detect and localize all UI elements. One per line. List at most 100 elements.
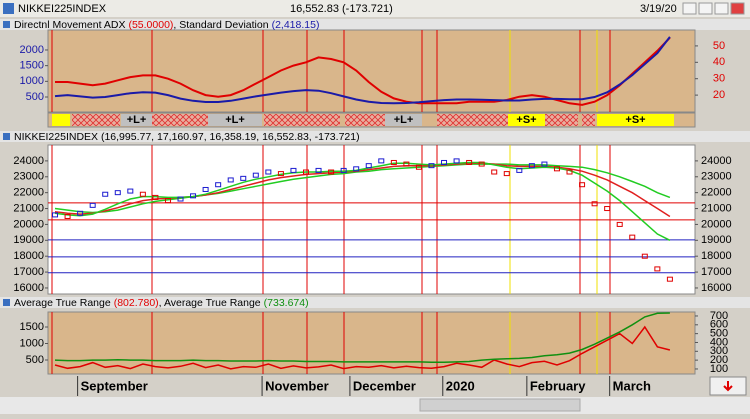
y-tick-label: 23000 [13,171,44,183]
price-marker [415,164,422,170]
price-marker [390,159,397,165]
legend-name: Average True Range [14,297,111,309]
price-marker [252,172,259,178]
price-marker [466,159,473,165]
price-marker [491,169,498,175]
price-marker [240,175,247,181]
y-tick-label: 20000 [13,218,44,230]
panel-legend: Average True Range (802.780), Average Tru… [14,297,309,309]
legend-value: (733.674) [264,297,309,309]
price-marker [666,276,673,282]
legend-name: Standard Deviation [179,19,268,31]
y2-tick-label: 20000 [701,218,732,230]
y-tick-label: 19000 [13,234,44,246]
y2-tick-label: 500 [710,328,728,340]
y-tick-label: 1000 [20,75,44,87]
signal-block [545,114,578,126]
price-marker [503,171,510,177]
window-date: 3/19/20 [640,3,677,15]
legend-name: Directnl Movement ADX [14,19,125,31]
signal-block [121,114,152,126]
price-marker [629,234,636,240]
signal-label: +L+ [394,114,414,126]
y2-tick-label: 20 [713,89,725,101]
panel-icon [3,21,10,28]
y-tick-label: 1500 [20,321,44,333]
scrollbar[interactable] [0,397,750,414]
price-marker [64,213,71,219]
y2-tick-label: 200 [710,354,728,366]
price-marker [277,171,284,177]
series-line [54,312,670,364]
close-button[interactable] [730,2,745,15]
y-tick-label: 1000 [20,337,44,349]
signal-block [72,114,120,126]
panel-header [0,297,750,308]
panel-icon [3,133,10,140]
y-tick-label: 16000 [13,282,44,294]
signal-block [597,114,674,126]
legend-value: (55.0000) [128,19,173,31]
price-marker [541,161,548,167]
signal-block [385,114,422,126]
plot-area [47,311,696,375]
y2-tick-label: 17000 [701,266,732,278]
minimize-button[interactable] [682,2,697,15]
price-marker [302,169,309,175]
legend-separator: , [173,19,179,31]
x-tick-label: September [81,378,148,393]
x-tick-label: December [353,378,416,393]
price-marker [528,163,535,169]
app-icon [3,3,14,14]
series-line [54,325,671,370]
signal-block [508,114,545,126]
restore-button[interactable] [714,2,729,15]
price-marker [102,191,109,197]
price-marker [52,212,59,218]
scroll-thumb[interactable] [419,398,581,412]
y-tick-label: 24000 [13,155,44,167]
maximize-button[interactable] [698,2,713,15]
y-tick-label: 17000 [13,266,44,278]
x-tick-label: February [530,378,586,393]
y-tick-label: 22000 [13,187,44,199]
price-marker [403,161,410,167]
title-bar [0,0,750,17]
y-tick-label: 500 [26,354,44,366]
window-quote: 16,552.83 (-173.721) [290,3,393,15]
panel-header [0,131,750,142]
signal-block [52,114,70,126]
price-marker [328,169,335,175]
price-marker [553,166,560,172]
y2-tick-label: 40 [713,56,725,68]
x-tick-label: November [265,378,329,393]
price-marker [215,182,222,188]
price-marker [478,161,485,167]
price-marker [604,206,611,212]
series-line [54,163,671,214]
price-marker [340,167,347,173]
price-marker [353,166,360,172]
price-marker [428,163,435,169]
price-marker [127,188,134,194]
y-tick-label: 1500 [20,60,44,72]
window-title: NIKKEI225INDEX [18,3,107,15]
panel-icon [3,299,10,306]
price-marker [77,210,84,216]
y-tick-label: 500 [26,91,44,103]
price-marker [290,167,297,173]
y2-tick-label: 50 [713,40,725,52]
price-marker [453,158,460,164]
price-marker [265,169,272,175]
x-axis-bar [0,376,750,396]
y2-tick-label: 19000 [701,234,732,246]
y2-tick-label: 23000 [701,171,732,183]
signal-label: +L+ [225,114,245,126]
y2-tick-label: 24000 [701,155,732,167]
price-marker [365,163,372,169]
legend-value: (2,418.15) [272,19,320,31]
price-marker [641,253,648,259]
price-marker [190,193,197,199]
y2-tick-label: 600 [710,319,728,331]
